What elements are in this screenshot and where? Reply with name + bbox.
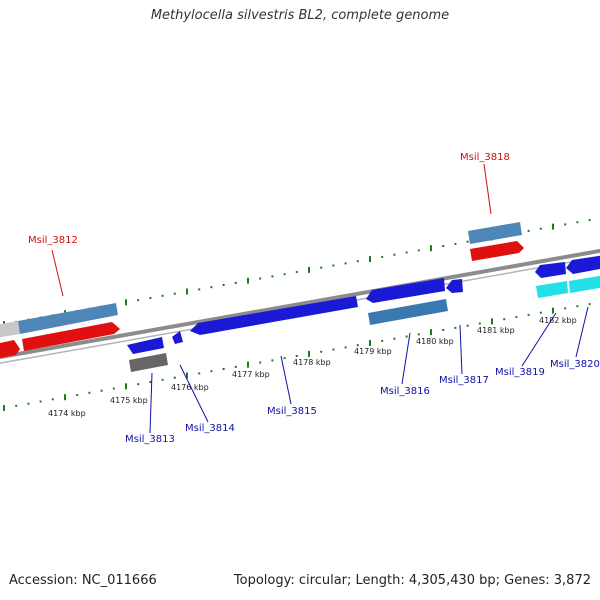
scale-label: 4175 kbp — [110, 396, 148, 405]
gray-feature-left[interactable] — [0, 321, 20, 338]
accession-text: Accession: NC_011666 — [9, 573, 157, 588]
pseudo-feature-msil-3816[interactable] — [368, 299, 448, 325]
gene-feature-msil-3817[interactable] — [446, 279, 463, 293]
gene-feature-msil-3815[interactable] — [190, 296, 358, 335]
scale-label: 4176 kbp — [171, 383, 209, 392]
gene-label-msil-3812[interactable]: Msil_3812 — [28, 235, 78, 246]
scale-label: 4181 kbp — [477, 326, 515, 335]
genome-summary-text: Topology: circular; Length: 4,305,430 bp… — [233, 573, 591, 588]
gene-labels: Msil_3812 Msil_3818 Msil_3813 Msil_3814 … — [28, 152, 600, 445]
scale-labels: 4174 kbp 4175 kbp 4176 kbp 4177 kbp 4178… — [48, 316, 577, 418]
rna-feature-msil-3812[interactable] — [22, 322, 120, 351]
feature-track — [0, 222, 600, 372]
gene-feature-msil-3816[interactable] — [366, 278, 445, 303]
map-title: Methylocella silvestris BL2, complete ge… — [150, 8, 450, 23]
gene-label-msil-3817[interactable]: Msil_3817 — [439, 375, 489, 386]
gene-feature-msil-3814[interactable] — [172, 331, 183, 344]
scale-label: 4179 kbp — [354, 347, 392, 356]
gene-label-msil-3814[interactable]: Msil_3814 — [185, 423, 235, 434]
gene-feature-msil-3812[interactable] — [18, 303, 118, 334]
rna-feature-left[interactable] — [0, 340, 20, 359]
gene-label-msil-3818[interactable]: Msil_3818 — [460, 152, 510, 163]
cyan-feature-msil-3819[interactable] — [536, 281, 568, 298]
gene-label-msil-3820[interactable]: Msil_3820 — [550, 359, 600, 370]
gene-label-msil-3815[interactable]: Msil_3815 — [267, 406, 317, 417]
gene-feature-msil-3820[interactable] — [566, 255, 600, 274]
scale-label: 4177 kbp — [232, 370, 270, 379]
rna-feature-msil-3818[interactable] — [470, 241, 524, 261]
scale-label: 4178 kbp — [293, 358, 331, 367]
gene-label-msil-3816[interactable]: Msil_3816 — [380, 386, 430, 397]
scale-label: 4180 kbp — [416, 337, 454, 346]
gene-label-msil-3819[interactable]: Msil_3819 — [495, 367, 545, 378]
gene-feature-msil-3819[interactable] — [535, 262, 566, 278]
gene-feature-msil-3818[interactable] — [468, 222, 522, 244]
gene-label-msil-3813[interactable]: Msil_3813 — [125, 434, 175, 445]
cyan-feature-msil-3820[interactable] — [569, 275, 600, 293]
reverse-tick-track — [3, 303, 591, 411]
gene-feature-msil-3813[interactable] — [127, 337, 164, 354]
label-leaders — [51, 163, 589, 434]
scale-label: 4174 kbp — [48, 409, 86, 418]
pseudo-feature-msil-3813[interactable] — [129, 353, 168, 372]
scale-label: 4182 kbp — [539, 316, 577, 325]
